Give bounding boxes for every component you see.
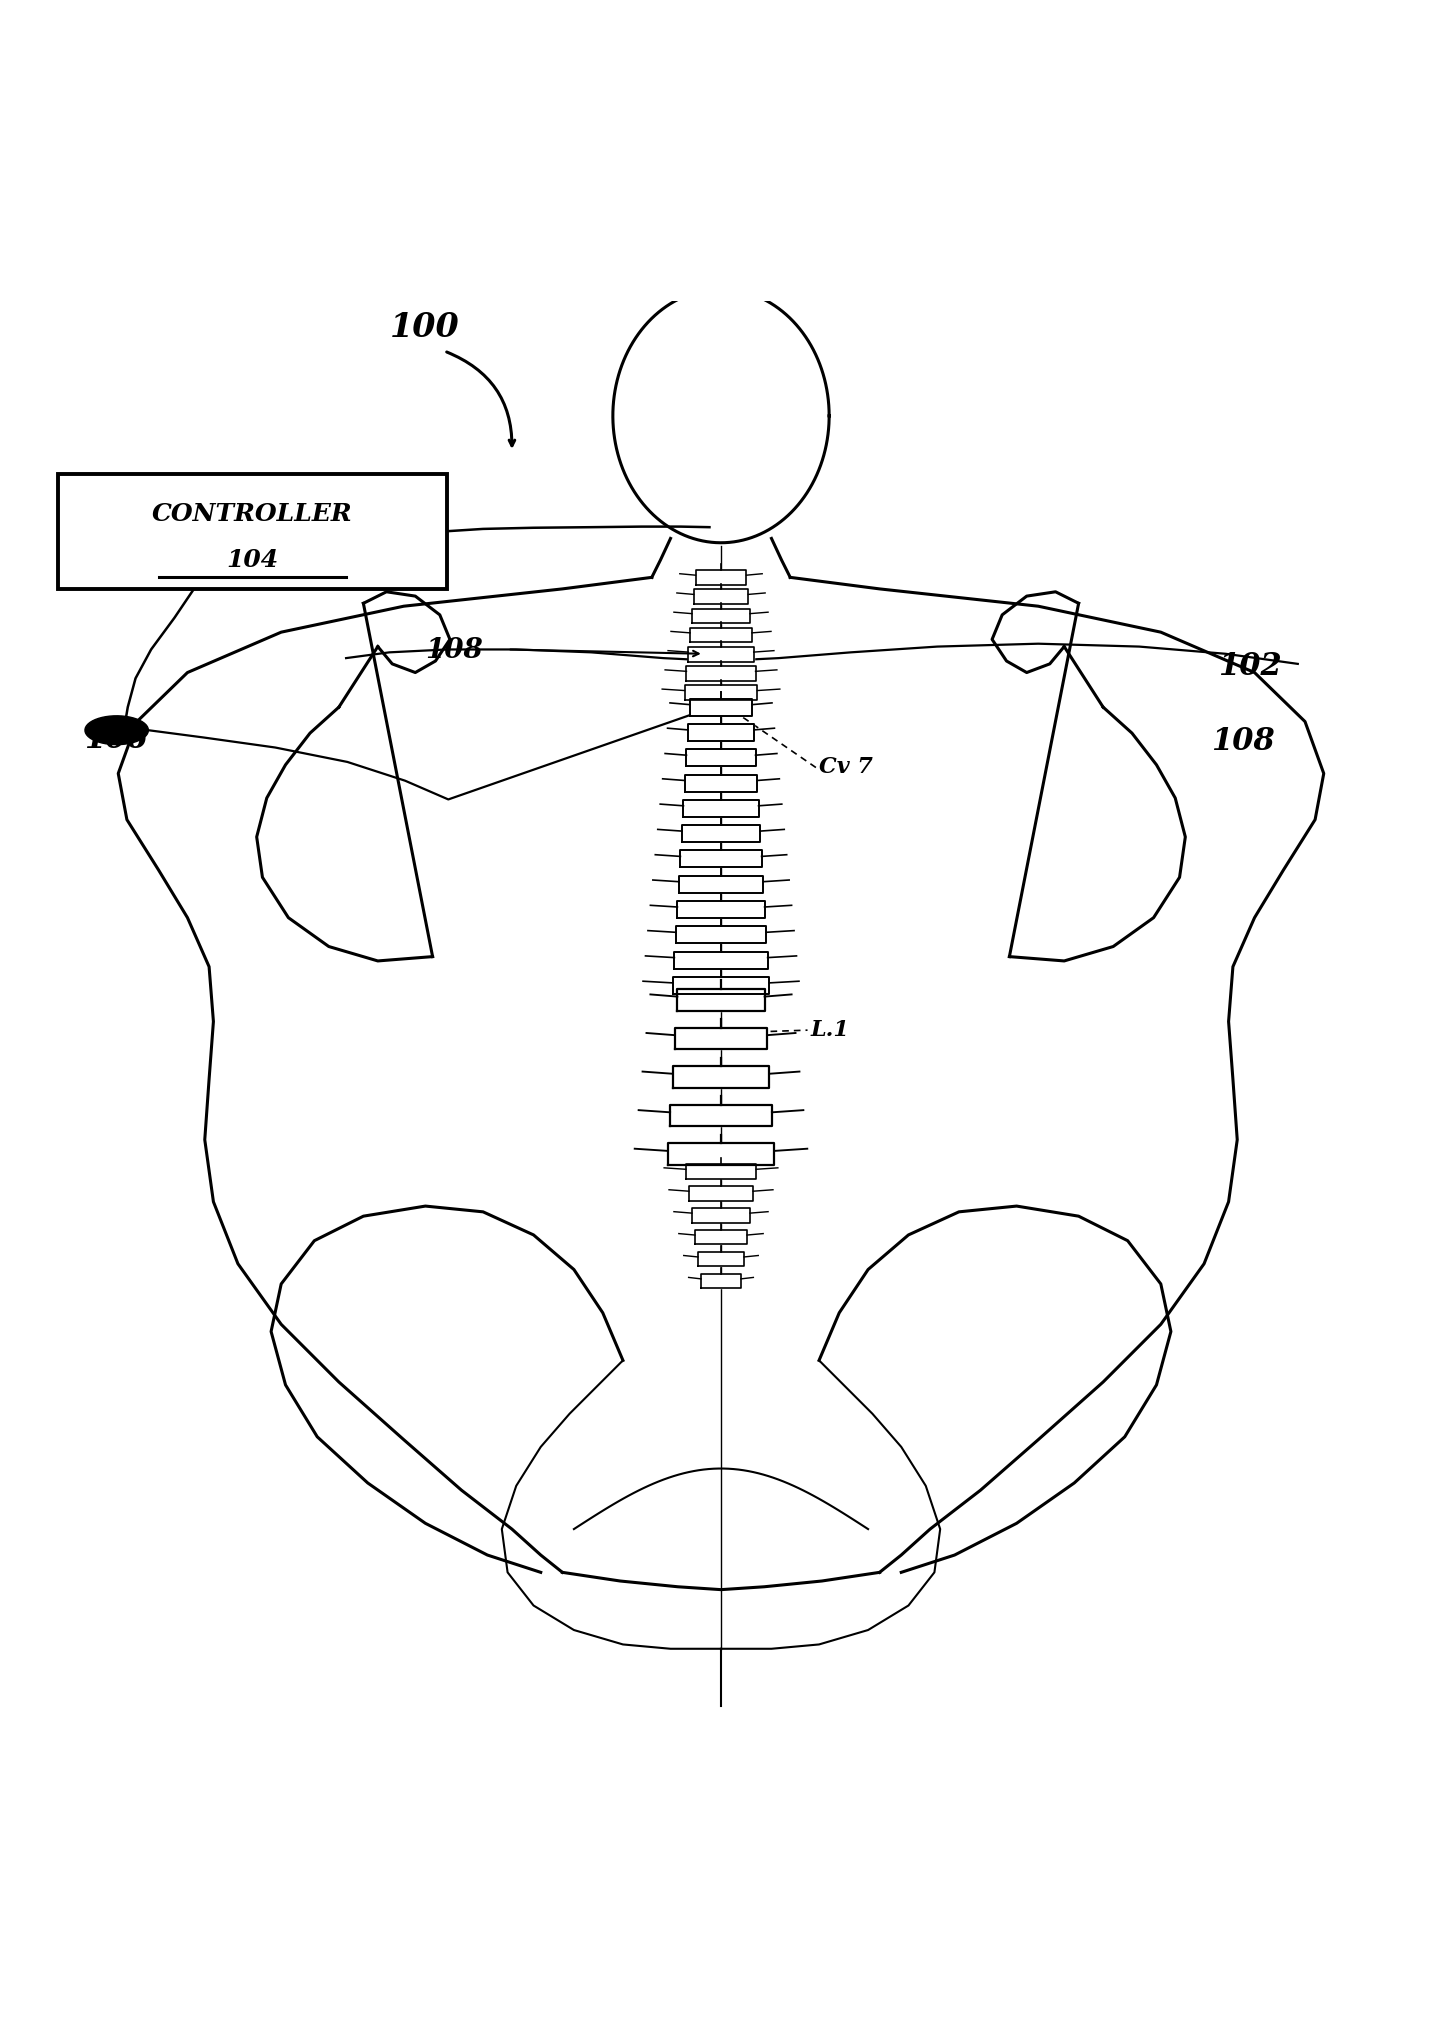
Polygon shape [692,1207,750,1222]
Polygon shape [675,1028,767,1050]
Polygon shape [668,1144,774,1165]
Polygon shape [698,1252,744,1267]
Polygon shape [689,699,753,715]
Polygon shape [671,1105,771,1126]
Polygon shape [688,648,754,662]
Text: 108: 108 [425,637,483,664]
Text: 104: 104 [226,548,278,572]
Polygon shape [675,952,767,968]
Polygon shape [85,715,149,744]
Polygon shape [686,750,756,766]
Polygon shape [673,977,769,995]
Polygon shape [695,570,747,584]
Polygon shape [678,989,764,1011]
Text: 106: 106 [339,543,402,574]
Polygon shape [694,588,748,605]
Polygon shape [685,686,757,701]
Polygon shape [688,723,754,742]
Polygon shape [701,1273,741,1289]
Polygon shape [686,666,756,680]
Polygon shape [684,801,758,817]
Polygon shape [695,1230,747,1244]
Text: 108: 108 [1211,727,1275,758]
Text: 102: 102 [1218,652,1282,682]
Text: 100: 100 [389,311,459,343]
Polygon shape [679,876,763,893]
Polygon shape [681,850,761,868]
Text: L.1: L.1 [810,1019,849,1042]
Polygon shape [691,627,751,642]
Polygon shape [682,825,760,842]
Text: Cv 7: Cv 7 [819,756,872,778]
Text: CONTROLLER: CONTROLLER [151,503,353,525]
Polygon shape [678,901,764,917]
Polygon shape [672,1066,770,1089]
Polygon shape [686,1165,756,1179]
Text: 106: 106 [84,723,147,754]
Polygon shape [685,774,757,791]
Polygon shape [676,925,766,944]
Polygon shape [689,1187,753,1201]
Polygon shape [692,609,750,623]
FancyBboxPatch shape [58,474,447,588]
